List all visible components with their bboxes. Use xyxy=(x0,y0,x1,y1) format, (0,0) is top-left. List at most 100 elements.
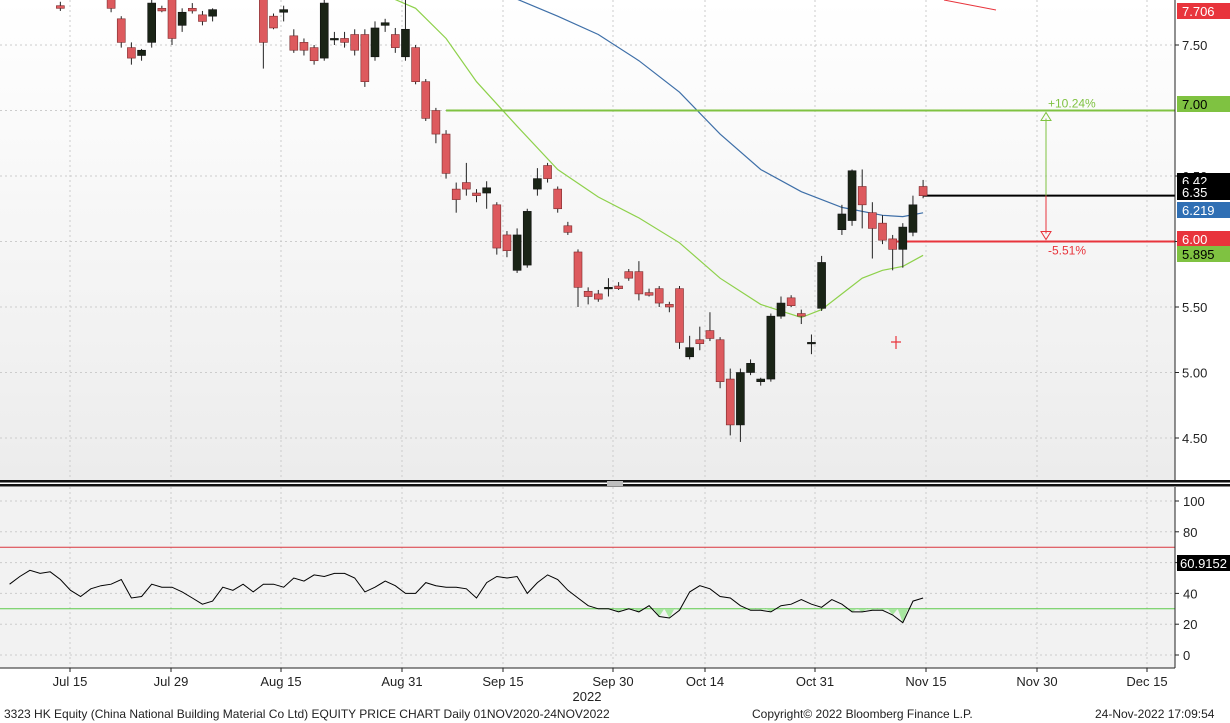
candle-body xyxy=(624,271,634,279)
candle-body xyxy=(786,297,796,306)
candle-body xyxy=(725,378,735,426)
candle-body xyxy=(634,271,644,295)
rsi-lines xyxy=(0,546,1175,624)
candle-body xyxy=(817,262,826,309)
rsi-line xyxy=(9,569,924,624)
candle-body xyxy=(350,34,360,51)
candle-body xyxy=(604,287,613,290)
price-tick-label: 7.50 xyxy=(1182,38,1207,53)
candle-body xyxy=(279,9,288,13)
candle-body xyxy=(441,133,451,174)
candle-body xyxy=(188,8,197,12)
candle-body xyxy=(330,38,339,41)
candle-body xyxy=(868,212,877,229)
pct-up-label: +10.24% xyxy=(1048,97,1096,111)
candle-body xyxy=(675,288,684,343)
last-value-box xyxy=(1177,3,1230,19)
candle-body xyxy=(665,304,674,308)
candle-body xyxy=(167,0,177,39)
candle-body xyxy=(360,34,370,82)
candle-body xyxy=(898,226,908,250)
candle-body xyxy=(401,28,410,58)
candle-body xyxy=(654,288,664,304)
candle-body xyxy=(878,222,887,241)
candle-body xyxy=(736,372,745,426)
candle-body xyxy=(776,302,786,317)
candle-body xyxy=(56,5,65,9)
rsi-axis: 020406080100 xyxy=(1174,487,1205,668)
candle-body xyxy=(319,2,329,59)
candle-body xyxy=(390,34,400,48)
candle-body xyxy=(106,0,116,9)
last-value-label: 5.895 xyxy=(1182,247,1215,262)
candle-body xyxy=(472,192,481,196)
x-tick-label: Nov 30 xyxy=(1016,674,1057,689)
year-label: 2022 xyxy=(573,689,602,704)
candle-body xyxy=(522,211,532,266)
rsi-last-value-label: 60.9152 xyxy=(1180,556,1227,571)
rsi-tick-label: 20 xyxy=(1183,617,1197,632)
candle-body xyxy=(431,110,441,135)
last-value-box xyxy=(1177,184,1230,200)
price-tick-label: 5.00 xyxy=(1182,366,1207,381)
rsi-tick-label: 100 xyxy=(1183,494,1205,509)
candle-body xyxy=(746,363,755,373)
last-value-label: 6.00 xyxy=(1182,232,1207,247)
candle-body xyxy=(857,186,867,206)
candle-body xyxy=(492,204,502,249)
rsi-tick-label: 0 xyxy=(1183,648,1190,663)
last-value-label: 6.35 xyxy=(1182,185,1207,200)
candle-body xyxy=(137,49,146,56)
candle-body xyxy=(543,165,552,179)
candle-body xyxy=(411,47,420,82)
candle-body xyxy=(715,339,725,382)
price-tick-label: 4.50 xyxy=(1182,431,1207,446)
candle-body xyxy=(563,225,573,233)
cross-marker xyxy=(891,336,901,349)
candle-body xyxy=(918,186,928,196)
candle-body xyxy=(289,35,299,51)
equity-chart: +10.24%-5.51%4.505.005.506.006.507.507.7… xyxy=(0,0,1230,704)
footer: 3323 HK Equity (China National Building … xyxy=(0,704,1230,723)
last-value-label: 7.706 xyxy=(1182,4,1215,19)
candle-body xyxy=(208,9,217,17)
candle-body xyxy=(807,342,816,345)
x-tick-label: Jul 15 xyxy=(53,674,88,689)
last-value-box xyxy=(1177,231,1230,247)
candle-body xyxy=(299,42,309,51)
candle-body xyxy=(482,187,491,194)
candle-body xyxy=(583,290,593,297)
candle-body xyxy=(533,178,542,190)
last-value-box xyxy=(1177,96,1230,112)
candle-body xyxy=(127,47,136,59)
x-tick-label: Aug 15 xyxy=(260,674,301,689)
price-panel xyxy=(0,0,1175,480)
candle-body xyxy=(644,292,654,296)
x-tick-label: Sep 15 xyxy=(482,674,523,689)
candle-body xyxy=(695,339,705,344)
candle-body xyxy=(512,234,522,271)
price-grid xyxy=(0,0,1175,480)
x-tick-label: Aug 31 xyxy=(381,674,422,689)
candle-body xyxy=(421,81,431,119)
candle-body xyxy=(147,2,156,43)
candle-body xyxy=(309,47,319,62)
candles xyxy=(56,0,928,442)
last-value-label: 7.00 xyxy=(1182,97,1207,112)
candle-body xyxy=(908,204,918,233)
candle-body xyxy=(685,347,694,358)
candle-body xyxy=(380,22,390,26)
candle-body xyxy=(573,251,583,288)
candle-body xyxy=(259,0,268,43)
x-tick-label: Jul 29 xyxy=(154,674,189,689)
arrow-head-up xyxy=(1040,111,1052,121)
candle-body xyxy=(593,293,603,300)
candle-body xyxy=(705,330,715,339)
candle-body xyxy=(198,14,207,22)
x-tick-label: Sep 30 xyxy=(592,674,633,689)
x-tick-label: Oct 14 xyxy=(686,674,724,689)
candle-body xyxy=(157,8,167,12)
candle-body xyxy=(269,15,278,29)
x-axis: Jul 15 Jul 29 Aug 15 Aug 31 Sep 15 Sep 30 Oct … xyxy=(0,667,1175,704)
candle-body xyxy=(177,11,187,26)
